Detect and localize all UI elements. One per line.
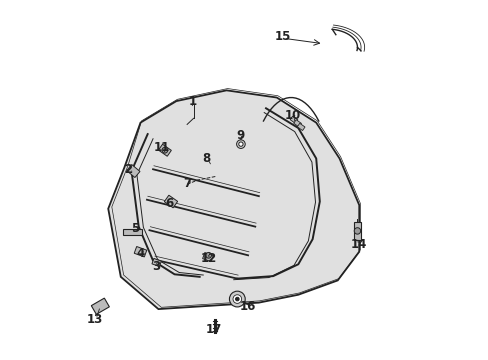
Text: 8: 8 [203,152,210,165]
Bar [353,222,360,239]
Text: 6: 6 [165,197,173,210]
Circle shape [353,228,360,234]
Bar [152,258,161,266]
Text: 11: 11 [154,141,170,154]
Text: 16: 16 [240,300,256,313]
Text: 3: 3 [152,260,161,273]
Circle shape [238,142,243,146]
Circle shape [229,291,244,307]
Text: 2: 2 [123,163,132,176]
Bar [297,123,305,131]
Bar [158,144,171,156]
Text: 1: 1 [188,95,196,108]
Text: 14: 14 [350,238,366,251]
Bar [164,195,177,208]
Bar [126,165,140,177]
Text: 7: 7 [183,177,191,190]
Text: 17: 17 [205,323,222,336]
Circle shape [233,295,241,303]
Circle shape [205,252,211,258]
Circle shape [236,140,244,148]
Text: 5: 5 [131,222,139,235]
Bar [202,252,213,262]
Polygon shape [108,90,359,309]
Bar [122,229,142,235]
Text: 13: 13 [86,312,102,326]
Bar [289,116,297,123]
Circle shape [235,297,239,301]
Bar [293,120,301,127]
Text: 9: 9 [236,129,244,142]
Bar [91,298,109,314]
Text: 12: 12 [200,252,216,265]
Circle shape [162,147,167,153]
Text: 10: 10 [284,109,301,122]
Bar [134,247,146,257]
Text: 4: 4 [136,247,144,260]
Text: 15: 15 [274,30,291,43]
